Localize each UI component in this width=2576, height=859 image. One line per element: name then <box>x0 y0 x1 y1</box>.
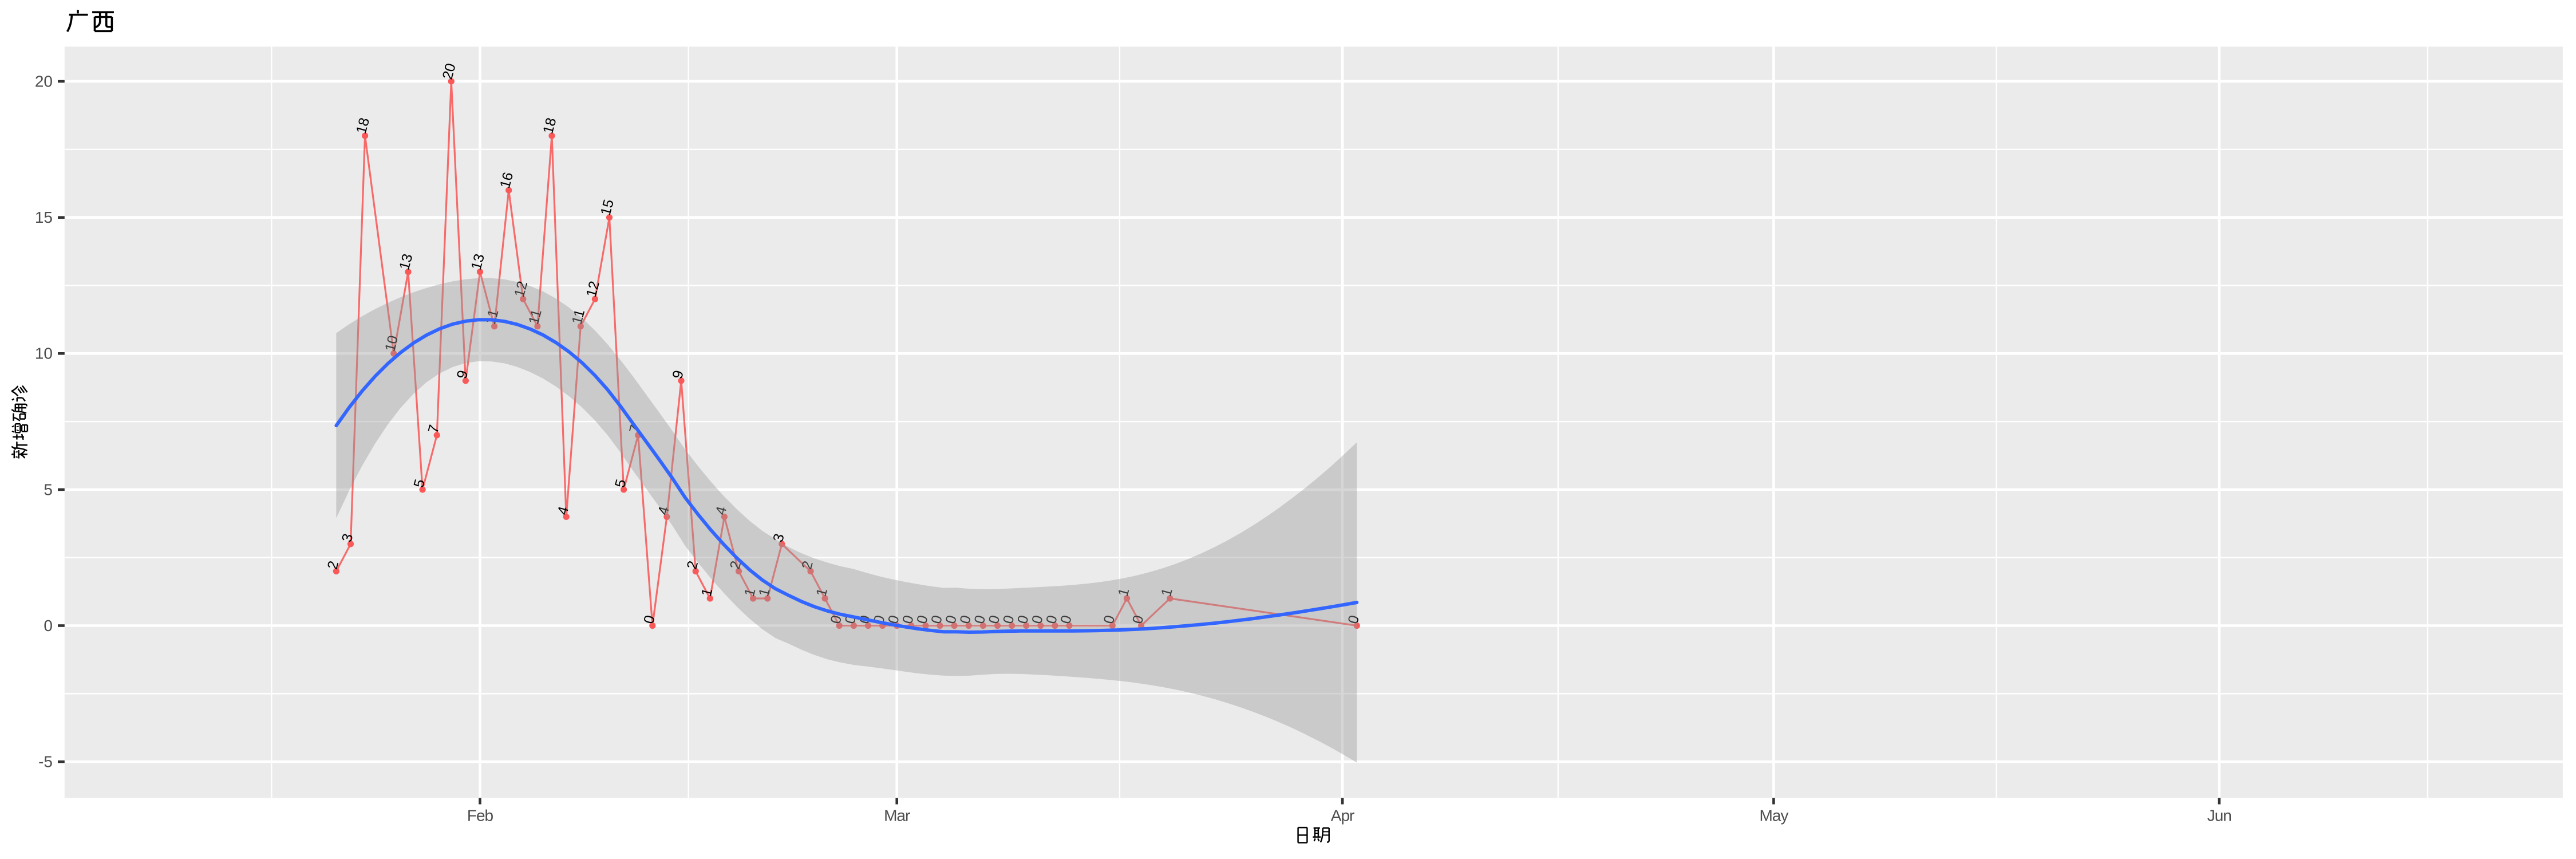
svg-text:Feb: Feb <box>467 807 493 825</box>
svg-text:Mar: Mar <box>884 807 910 825</box>
svg-text:Apr: Apr <box>1331 807 1354 825</box>
svg-text:May: May <box>1759 807 1788 825</box>
svg-text:5: 5 <box>44 480 53 498</box>
svg-text:0: 0 <box>44 617 53 635</box>
svg-text:10: 10 <box>35 345 53 362</box>
svg-text:Jun: Jun <box>2207 807 2231 825</box>
svg-text:15: 15 <box>35 208 53 226</box>
svg-text:-5: -5 <box>38 753 53 771</box>
svg-text:20: 20 <box>35 73 53 90</box>
